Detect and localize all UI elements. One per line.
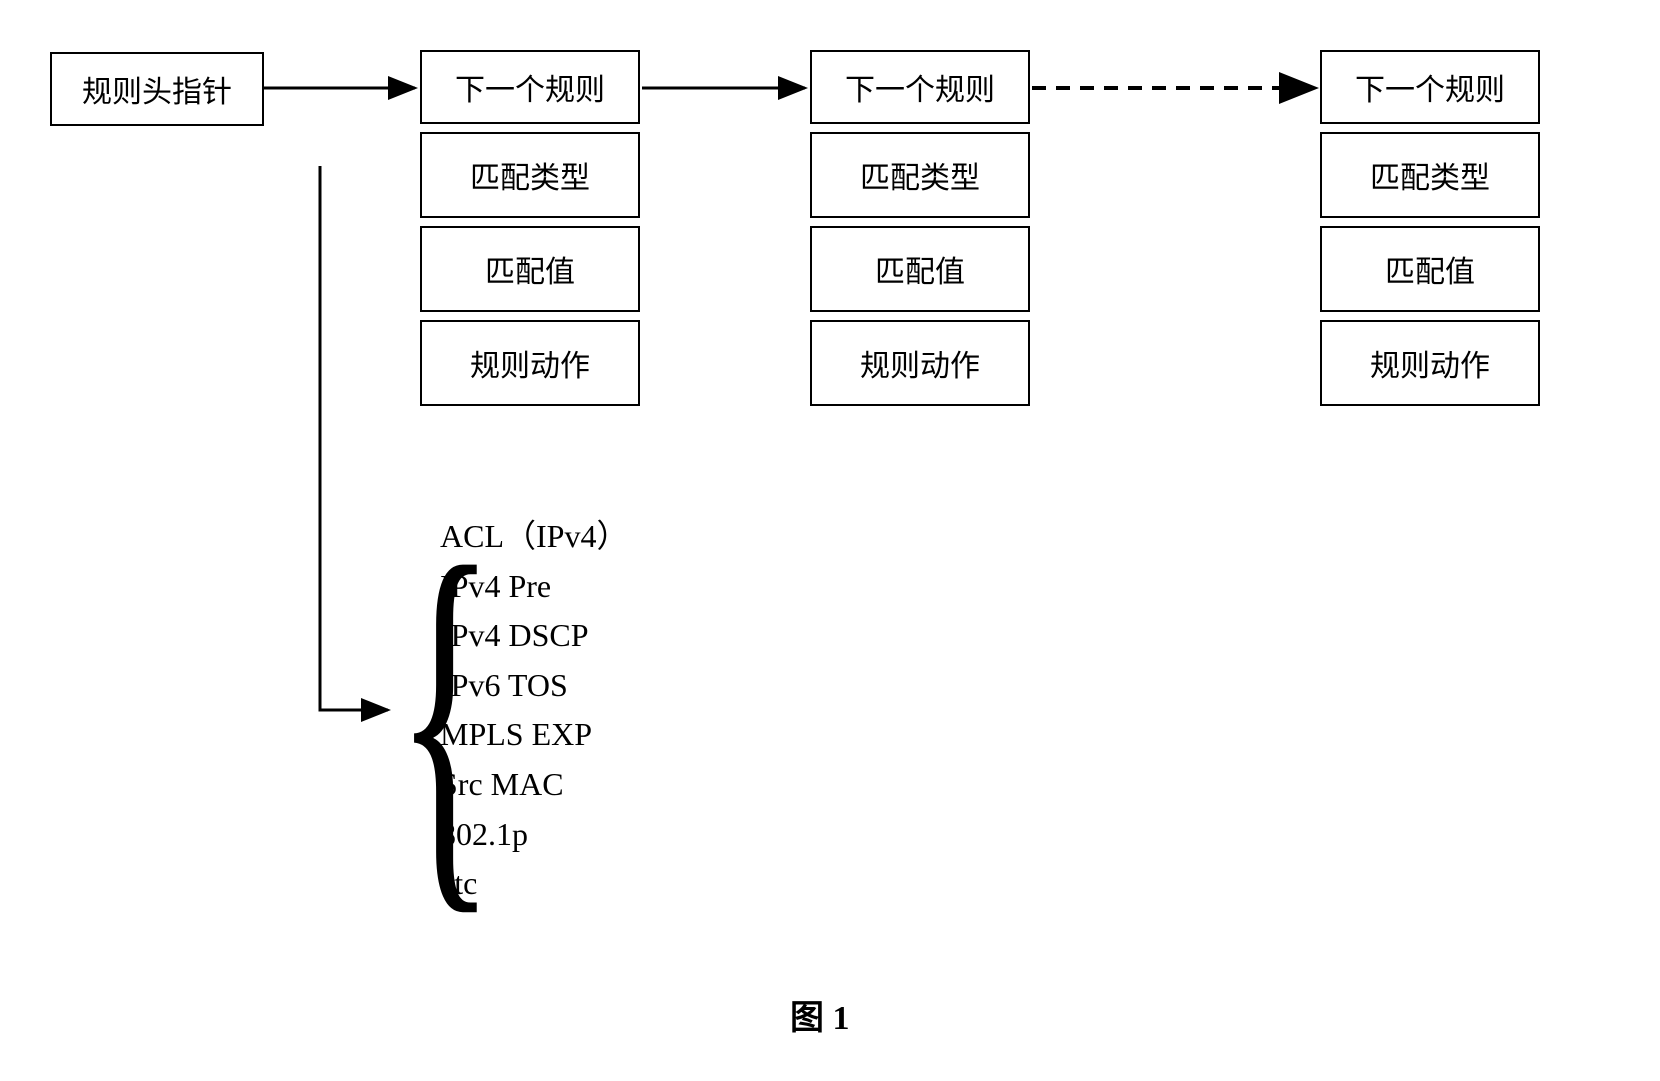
rule-match-value-label: 匹配值 — [875, 247, 965, 291]
rule-match-type-label: 匹配类型 — [470, 153, 590, 197]
type-pointer-arrow — [320, 166, 388, 710]
head-pointer-label: 规则头指针 — [82, 67, 232, 111]
rule-node-3: 下一个规则 匹配类型 匹配值 规则动作 — [1320, 50, 1540, 406]
match-type-item: 802.1p — [440, 810, 628, 860]
head-pointer-box: 规则头指针 — [50, 52, 264, 126]
figure-label: 图 1 — [790, 990, 850, 1039]
match-type-item: ACL（IPv4） — [440, 512, 628, 562]
match-type-item: IPv6 TOS — [440, 661, 628, 711]
rule-match-value-cell: 匹配值 — [1320, 226, 1540, 312]
rule-match-value-label: 匹配值 — [485, 247, 575, 291]
match-type-item: MPLS EXP — [440, 710, 628, 760]
rule-action-label: 规则动作 — [860, 341, 980, 385]
rule-match-value-cell: 匹配值 — [420, 226, 640, 312]
rule-node-2: 下一个规则 匹配类型 匹配值 规则动作 — [810, 50, 1030, 406]
rule-next-label: 下一个规则 — [1355, 65, 1505, 109]
rule-action-label: 规则动作 — [1370, 341, 1490, 385]
rule-next-label: 下一个规则 — [455, 65, 605, 109]
rule-match-type-cell: 匹配类型 — [1320, 132, 1540, 218]
rule-next-cell: 下一个规则 — [1320, 50, 1540, 124]
match-type-item: IPv4 DSCP — [440, 611, 628, 661]
rule-next-cell: 下一个规则 — [810, 50, 1030, 124]
match-type-item: Src MAC — [440, 760, 628, 810]
rule-action-label: 规则动作 — [470, 341, 590, 385]
rule-match-value-cell: 匹配值 — [810, 226, 1030, 312]
match-types-list: ACL（IPv4） IPv4 Pre IPv4 DSCP IPv6 TOS MP… — [440, 512, 628, 909]
rule-next-cell: 下一个规则 — [420, 50, 640, 124]
rule-match-type-cell: 匹配类型 — [420, 132, 640, 218]
rule-match-type-label: 匹配类型 — [1370, 153, 1490, 197]
rule-node-1: 下一个规则 匹配类型 匹配值 规则动作 — [420, 50, 640, 406]
rule-match-type-label: 匹配类型 — [860, 153, 980, 197]
rule-next-label: 下一个规则 — [845, 65, 995, 109]
rule-action-cell: 规则动作 — [1320, 320, 1540, 406]
rule-action-cell: 规则动作 — [420, 320, 640, 406]
match-type-item: IPv4 Pre — [440, 562, 628, 612]
diagram-container: 规则头指针 下一个规则 匹配类型 匹配值 规则动作 下一个规则 匹配类型 匹配值… — [40, 40, 1620, 1040]
match-type-item: etc — [440, 859, 628, 909]
rule-action-cell: 规则动作 — [810, 320, 1030, 406]
rule-match-type-cell: 匹配类型 — [810, 132, 1030, 218]
rule-match-value-label: 匹配值 — [1385, 247, 1475, 291]
